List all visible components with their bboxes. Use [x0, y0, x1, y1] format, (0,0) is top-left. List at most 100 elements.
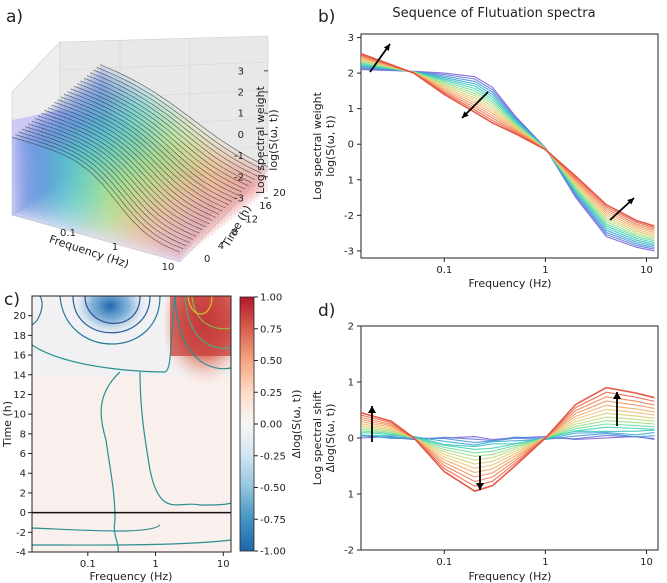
frequency-tick-label: 0.1 [60, 228, 76, 239]
surface-slice-line [51, 104, 220, 215]
z-axis-ticks: -3 -2 -1 0 1 2 3 [234, 66, 268, 205]
spectrum-line [360, 63, 655, 244]
y-tick-label: 0 [20, 508, 26, 519]
z-tick-label: 2 [238, 88, 244, 99]
surface-slice-line [73, 85, 243, 193]
surface-slice-line [54, 102, 223, 212]
surface-slice-line [21, 128, 190, 243]
panel-b-frame [360, 33, 659, 259]
x-tick-label: 1 [152, 559, 158, 570]
surface-slice-line [93, 69, 262, 174]
spectrum-line [360, 59, 655, 237]
y-tick-label: 4 [20, 469, 26, 480]
panel-c-frame [31, 295, 232, 553]
time-tick-label: 16 [259, 201, 272, 212]
trend-arrow-head [368, 406, 376, 413]
spectrum-line [360, 65, 655, 247]
panel-b-label: b) [318, 7, 335, 27]
spectrum-line [360, 61, 655, 240]
y-tick-label: -2 [16, 528, 26, 539]
colorbar-tick-label: -0.25 [260, 451, 286, 462]
spectrum-line [360, 60, 655, 239]
panel-b-x-label: Frequency (Hz) [469, 277, 552, 290]
frequency-axis-ticks: 0.1 1 10 [60, 228, 174, 273]
y-tick-label: 1 [348, 175, 354, 186]
spectrum-line [360, 58, 655, 235]
panel-b-line-chart: b) Sequence of Flutuation spectra 0.1 1 10… [311, 6, 659, 290]
x-tick-label: 10 [640, 557, 653, 568]
spectrum-line [360, 56, 655, 232]
x-tick-label: 0.1 [80, 559, 96, 570]
y-tick-label: 0 [348, 140, 354, 151]
x-tick-label: 1 [542, 557, 548, 568]
z-tick-label: 0 [238, 130, 244, 141]
colorbar [239, 296, 255, 552]
colorbar-tick-label: 0.25 [260, 388, 282, 399]
colorbar-tick-label: -0.75 [260, 515, 286, 526]
panel-c-heatmap: c) 0. [1, 290, 303, 583]
y-tick-label: 1 [348, 378, 354, 389]
z-axis-label: Log spectral weight [254, 85, 267, 194]
panel-d-y-label: Log spectral shift [311, 390, 324, 485]
z-tick-label: -1 [234, 151, 244, 162]
z-axis-label-math: log(S(ω, t)) [267, 109, 280, 170]
frequency-tick-label: 10 [162, 262, 175, 273]
surface-slice-line [60, 96, 230, 205]
y-tick-label: -2 [344, 211, 354, 222]
surface-slices [11, 64, 269, 262]
y-tick-label: 10 [13, 410, 26, 421]
trend-arrow-head [383, 44, 390, 51]
y-tick-label: -4 [16, 548, 26, 559]
surface-slice-line [80, 80, 249, 187]
y-tick-label: 0 [348, 434, 354, 445]
z-tick-label: 1 [238, 109, 244, 120]
surface-slice-line [38, 115, 207, 228]
trend-arrow-head [627, 198, 634, 205]
y-tick-label: 16 [13, 351, 26, 362]
y-tick-label: 3 [348, 33, 354, 44]
time-tick-label: 0 [204, 254, 210, 265]
z-tick-label: 3 [238, 66, 244, 77]
y-tick-label: 2 [348, 322, 354, 333]
heatmap-blue-region [72, 296, 148, 336]
y-tick-label: 6 [20, 449, 26, 460]
surface-slice-line [77, 83, 246, 190]
spectrum-line [360, 67, 655, 250]
surface-slice-line [99, 64, 269, 168]
panel-d-series [360, 386, 655, 493]
panel-c-y-label: Time (h) [1, 401, 14, 448]
x-tick-label: 0.1 [436, 557, 452, 568]
spectrum-line [360, 54, 655, 229]
surface-slice-line [28, 123, 197, 237]
surface-slice-line [83, 77, 252, 183]
surface-slice-line [34, 118, 203, 231]
panel-c-label: c) [4, 290, 20, 310]
shift-line [360, 434, 655, 442]
surface-slice-line [44, 110, 213, 221]
y-tick-label: 8 [20, 429, 26, 440]
panel-b-arrows [369, 43, 635, 221]
shift-line [360, 386, 655, 493]
y-tick-label: -3 [344, 246, 354, 257]
surface-slice-line [96, 67, 265, 171]
trend-arrow-head [613, 392, 621, 399]
spectrum-line [360, 57, 655, 234]
spectrum-line [360, 55, 655, 230]
panel-b-y-label-math: log(S(ω, t)) [324, 115, 337, 176]
colorbar-tick-label: 0.75 [260, 324, 282, 335]
time-tick-label: 8 [232, 228, 238, 239]
panel-d-label: d) [318, 301, 335, 321]
time-tick-label: 20 [273, 188, 286, 199]
colorbar-tick-label: 0.50 [260, 356, 282, 367]
panel-b-y-label: Log spectral weight [311, 91, 324, 200]
trend-arrow-head [476, 483, 484, 490]
y-tick-label: 12 [13, 390, 26, 401]
y-tick-label: 1 [348, 490, 354, 501]
x-tick-label: 0.1 [436, 265, 452, 276]
panel-d-arrows [368, 392, 621, 490]
spectrum-line [360, 52, 655, 227]
y-tick-label: 20 [13, 311, 26, 322]
spectrum-line [360, 64, 655, 245]
time-tick-label: 12 [245, 214, 258, 225]
